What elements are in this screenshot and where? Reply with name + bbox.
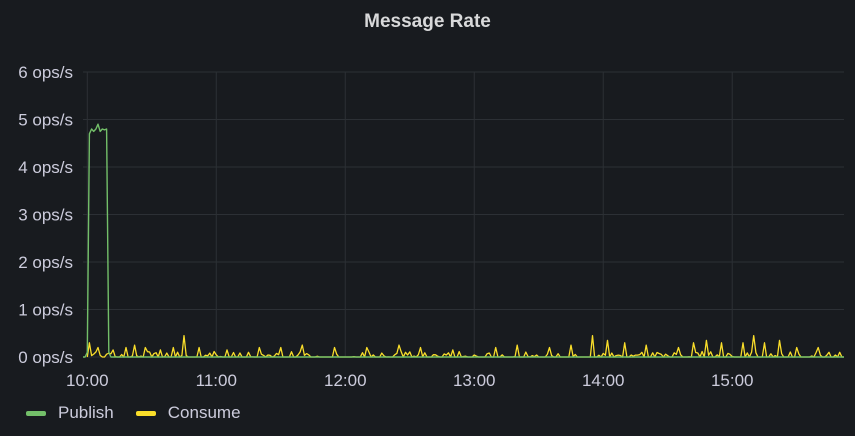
y-tick-label: 4 ops/s	[18, 158, 73, 177]
y-tick-label: 2 ops/s	[18, 253, 73, 272]
legend-swatch-publish	[26, 410, 46, 416]
x-tick-label: 15:00	[711, 371, 754, 390]
y-tick-label: 0 ops/s	[18, 348, 73, 367]
y-tick-label: 5 ops/s	[18, 111, 73, 130]
x-tick-label: 14:00	[582, 371, 625, 390]
y-tick-label: 6 ops/s	[18, 63, 73, 82]
x-tick-label: 11:00	[196, 371, 237, 390]
y-tick-label: 1 ops/s	[18, 301, 73, 320]
x-tick-label: 10:00	[66, 371, 109, 390]
x-axis: 10:00 11:00 12:00 13:00 14:00 15:00	[66, 371, 753, 390]
x-tick-label: 13:00	[453, 371, 496, 390]
series-line-consume	[86, 334, 844, 358]
plot-area	[83, 123, 844, 358]
y-tick-label: 3 ops/s	[18, 206, 73, 225]
x-tick-label: 12:00	[324, 371, 367, 390]
chart-grid	[83, 71, 844, 358]
legend: Publish Consume	[26, 403, 263, 423]
legend-label-consume: Consume	[167, 403, 241, 422]
legend-label-publish: Publish	[58, 403, 114, 422]
panel-title: Message Rate	[364, 11, 491, 32]
legend-item-consume[interactable]: Consume	[135, 403, 241, 423]
series-line-publish	[83, 123, 844, 358]
legend-swatch-consume	[135, 410, 156, 416]
y-axis: 0 ops/s 1 ops/s 2 ops/s 3 ops/s 4 ops/s 5 ops…	[18, 63, 73, 367]
legend-item-publish[interactable]: Publish	[26, 403, 114, 423]
